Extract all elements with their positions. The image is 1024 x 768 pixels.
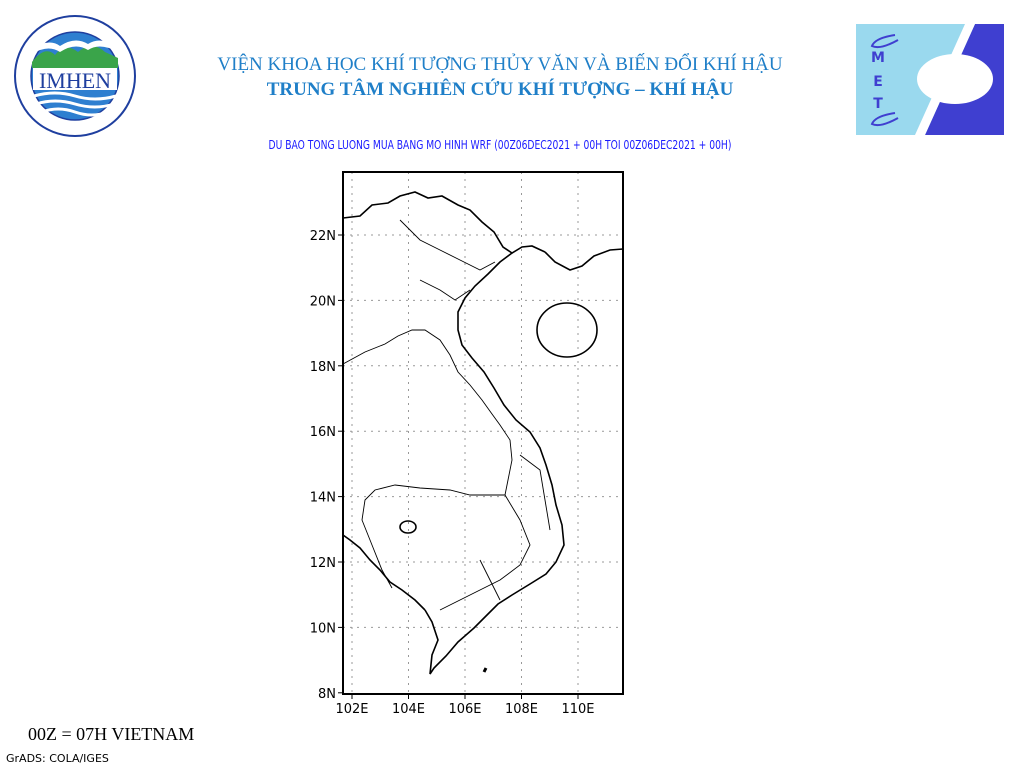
- lat-tick-label: 18N: [310, 360, 336, 375]
- cmetc-logo: M E T: [856, 24, 1004, 135]
- svg-text:IMHEN: IMHEN: [39, 68, 111, 93]
- lat-tick-label: 8N: [318, 687, 336, 702]
- admin-borders: [342, 219, 551, 611]
- lat-tick-label: 10N: [310, 621, 336, 636]
- grads-credit: GrADS: COLA/IGES: [6, 752, 109, 765]
- lon-tick-label: 102E: [335, 702, 368, 717]
- lat-tick-label: 16N: [310, 425, 336, 440]
- graticule: [343, 172, 623, 694]
- svg-text:T: T: [873, 96, 883, 112]
- lon-tick-label: 110E: [561, 702, 594, 717]
- institute-title: VIỆN KHOA HỌC KHÍ TƯỢNG THỦY VĂN VÀ BIẾN…: [217, 54, 783, 75]
- lon-tick-label: 108E: [505, 702, 538, 717]
- lat-tick-label: 22N: [310, 229, 336, 244]
- imhen-logo: IMHEN: [14, 15, 136, 137]
- lon-tick-label: 104E: [392, 702, 425, 717]
- coastline: [342, 191, 624, 675]
- axis-ticks: 102E 104E 106E 108E 110E 22N 20N 18N 16N 14N 12N 10…: [310, 229, 595, 717]
- svg-text:M: M: [871, 50, 885, 66]
- lat-tick-label: 20N: [310, 294, 336, 309]
- map-title: DU BAO TONG LUONG MUA BANG MO HINH WRF (…: [268, 138, 732, 152]
- svg-text:E: E: [873, 74, 883, 90]
- time-note: 00Z = 07H VIETNAM: [28, 724, 195, 744]
- lat-tick-label: 12N: [310, 556, 336, 571]
- lat-tick-label: 14N: [310, 491, 336, 506]
- center-title: TRUNG TÂM NGHIÊN CỨU KHÍ TƯỢNG – KHÍ HẬU: [266, 79, 734, 100]
- map-frame: [342, 171, 624, 695]
- lon-tick-label: 106E: [448, 702, 481, 717]
